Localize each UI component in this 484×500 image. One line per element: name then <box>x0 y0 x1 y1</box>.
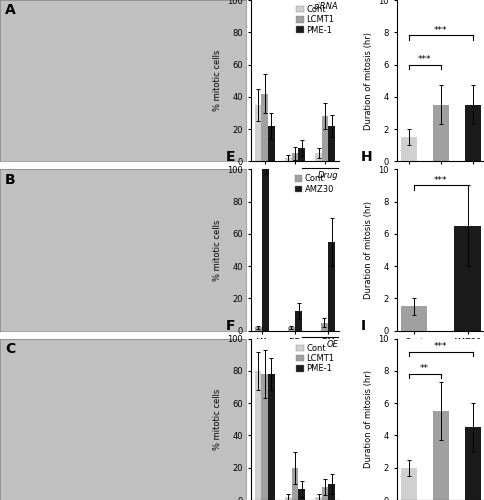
Bar <box>328 484 334 500</box>
Bar <box>285 497 291 500</box>
Bar <box>400 468 416 500</box>
Text: ***: *** <box>433 26 447 35</box>
Text: A: A <box>5 3 15 17</box>
Bar <box>400 306 426 330</box>
Text: Drug: Drug <box>317 171 337 180</box>
Y-axis label: Duration of mitosis (hr): Duration of mitosis (hr) <box>363 201 372 299</box>
Text: B: B <box>5 172 15 186</box>
Bar <box>464 105 480 162</box>
Bar <box>320 322 327 330</box>
Bar <box>328 126 334 162</box>
Legend: Cont, LCMT1, PME-1: Cont, LCMT1, PME-1 <box>295 343 334 374</box>
Bar <box>298 488 304 500</box>
Bar <box>321 116 328 162</box>
Legend: Cont, AMZ30: Cont, AMZ30 <box>293 174 334 195</box>
Bar <box>261 374 268 500</box>
Bar <box>254 371 261 500</box>
Bar <box>291 153 298 162</box>
Bar <box>315 153 321 162</box>
Bar <box>268 126 274 162</box>
Bar <box>254 328 261 330</box>
Bar <box>285 158 291 162</box>
Bar <box>294 312 302 330</box>
Bar <box>464 428 480 500</box>
Text: H: H <box>361 150 372 164</box>
Text: F: F <box>226 320 235 334</box>
Text: siRNA: siRNA <box>313 2 337 11</box>
Bar <box>432 412 448 500</box>
Text: OE: OE <box>326 340 337 349</box>
Text: C: C <box>5 342 15 356</box>
Bar <box>254 105 261 162</box>
Bar <box>291 468 298 500</box>
X-axis label: siRNA: siRNA <box>427 180 452 190</box>
Bar <box>400 137 416 162</box>
Legend: Cont, LCMT1, PME-1: Cont, LCMT1, PME-1 <box>295 4 334 36</box>
Bar <box>268 374 274 500</box>
Bar <box>432 105 448 162</box>
Bar <box>321 487 328 500</box>
Text: I: I <box>361 320 365 334</box>
X-axis label: Drug: Drug <box>430 350 450 359</box>
Bar <box>315 497 321 500</box>
Y-axis label: Duration of mitosis (hr): Duration of mitosis (hr) <box>363 32 372 130</box>
Bar <box>287 328 294 330</box>
Bar <box>261 94 268 162</box>
Y-axis label: Duration of mitosis (hr): Duration of mitosis (hr) <box>363 370 372 468</box>
Text: ***: *** <box>433 176 447 184</box>
Bar <box>298 148 304 162</box>
Text: **: ** <box>419 364 428 374</box>
Y-axis label: % mitotic cells: % mitotic cells <box>212 388 221 450</box>
Bar <box>453 226 480 330</box>
Text: ***: *** <box>417 54 431 64</box>
Y-axis label: % mitotic cells: % mitotic cells <box>212 220 221 280</box>
Y-axis label: % mitotic cells: % mitotic cells <box>212 50 221 112</box>
Text: E: E <box>226 150 235 164</box>
Text: ***: *** <box>433 342 447 351</box>
Bar <box>261 170 269 330</box>
Bar <box>327 242 334 330</box>
